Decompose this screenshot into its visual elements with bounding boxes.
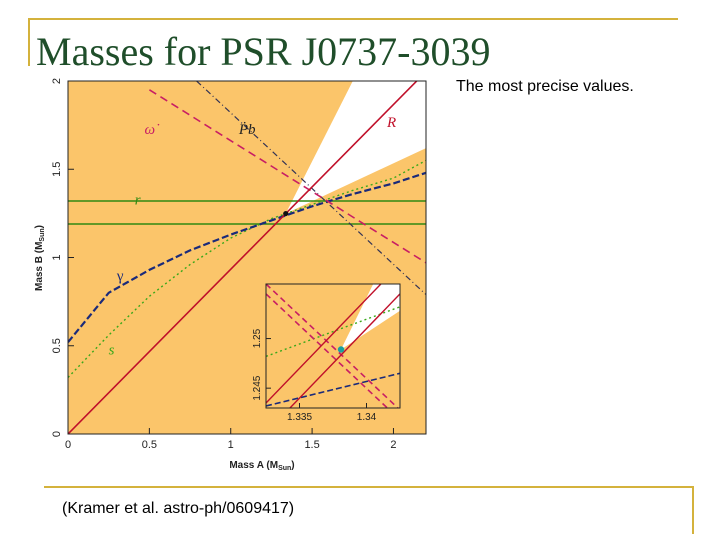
series-gamma-curve — [68, 171, 426, 343]
x-tick-label: 1 — [228, 439, 234, 451]
series-s-curve — [68, 159, 426, 378]
label-s: s — [109, 343, 115, 359]
x-tick-label: 0 — [65, 439, 71, 451]
inset-x-tick-label: 1.335 — [287, 412, 312, 423]
inset-x-tick-label: 1.34 — [357, 412, 377, 423]
series-omega-dot-curve — [148, 89, 426, 264]
inset-R-line — [266, 284, 382, 404]
slide-title: Masses for PSR J0737-3039 — [36, 29, 491, 74]
frame-top-rule — [28, 18, 678, 20]
inset-allowed-region — [341, 284, 400, 350]
label-r: r — [135, 193, 141, 209]
y-axis-label: Mass B (MSun) — [34, 225, 46, 291]
frame-left-rule — [28, 18, 30, 66]
slide-subtitle: The most precise values. — [456, 78, 634, 95]
inset-R-line — [288, 293, 400, 408]
y-tick-label: 0 — [51, 431, 63, 437]
x-tick-label: 1.5 — [304, 439, 319, 451]
y-tick-label: 1.5 — [51, 162, 63, 177]
y-tick-label: 1 — [51, 254, 63, 260]
inset-s-curve — [266, 306, 400, 358]
inset-omega-dot-curve — [266, 293, 389, 408]
label-gamma: γ — [116, 268, 124, 284]
inset-y-tick-label: 1.245 — [252, 375, 263, 400]
inset-best-fit-point — [337, 346, 345, 353]
x-tick-label: 0.5 — [142, 439, 157, 451]
y-tick-label: 2 — [51, 78, 63, 84]
frame-right-rule — [692, 486, 694, 534]
inset-frame — [265, 283, 401, 409]
label-R: R — [386, 115, 396, 131]
inset-y-tick-label: 1.25 — [252, 328, 263, 348]
best-fit-point — [283, 210, 289, 217]
y-tick-label: 0.5 — [51, 338, 63, 353]
allowed-region — [285, 81, 426, 214]
inset-omega-dot-curve — [266, 284, 400, 408]
frame-bottom-rule — [44, 486, 694, 488]
inset-gamma-curve — [266, 372, 400, 407]
series-R-line — [68, 81, 418, 434]
label-pb-dot: Ṗb — [238, 122, 256, 138]
citation: (Kramer et al. astro-ph/0609417) — [62, 500, 295, 517]
x-tick-label: 2 — [390, 439, 396, 451]
x-axis-label: Mass A (MSun) — [229, 460, 294, 472]
